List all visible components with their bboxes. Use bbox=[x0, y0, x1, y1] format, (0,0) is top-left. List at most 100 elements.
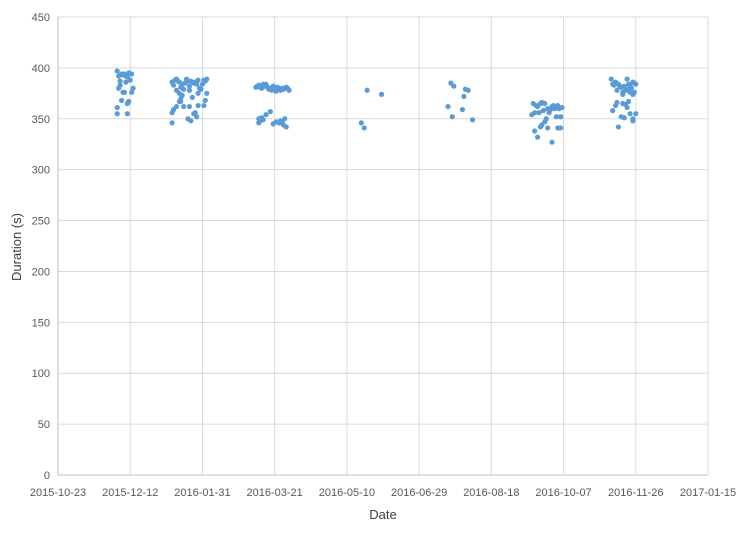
data-point bbox=[633, 81, 639, 87]
data-point bbox=[621, 115, 627, 121]
data-point bbox=[169, 110, 175, 116]
data-point bbox=[181, 103, 187, 110]
data-point bbox=[542, 119, 548, 125]
x-tick-label: 2015-10-23 bbox=[30, 487, 86, 499]
data-point bbox=[202, 97, 208, 104]
y-tick-label: 100 bbox=[32, 368, 50, 380]
data-point bbox=[118, 97, 125, 104]
x-tick-label: 2016-08-18 bbox=[463, 487, 519, 499]
data-point bbox=[195, 90, 201, 96]
data-point bbox=[449, 114, 455, 120]
data-point bbox=[189, 94, 195, 100]
data-point bbox=[204, 90, 210, 96]
y-tick-label: 350 bbox=[32, 114, 50, 126]
data-point bbox=[173, 103, 180, 110]
x-tick-label: 2016-10-07 bbox=[535, 487, 591, 499]
data-point bbox=[263, 112, 269, 118]
data-point bbox=[181, 86, 187, 92]
data-point bbox=[461, 93, 467, 99]
data-point bbox=[633, 111, 639, 117]
data-point bbox=[201, 102, 207, 109]
data-point bbox=[124, 100, 130, 107]
data-point bbox=[178, 98, 184, 105]
data-point bbox=[283, 124, 289, 130]
data-point bbox=[631, 89, 637, 95]
data-point bbox=[282, 116, 288, 122]
data-point bbox=[625, 98, 632, 105]
x-tick-label: 2016-06-29 bbox=[391, 487, 447, 499]
x-tick-label: 2016-11-26 bbox=[608, 487, 663, 499]
data-point bbox=[549, 139, 555, 145]
data-point bbox=[451, 83, 457, 89]
data-point bbox=[534, 134, 541, 140]
tick-labels: 0 50 100 150 200 250 300 350 400 450 2015-10-23 201… bbox=[30, 12, 736, 499]
data-point bbox=[621, 83, 627, 89]
data-point bbox=[624, 104, 630, 111]
data-point bbox=[540, 108, 546, 114]
x-tick-label: 2016-01-31 bbox=[174, 487, 230, 499]
data-point bbox=[179, 92, 185, 98]
data-point bbox=[116, 85, 122, 91]
data-point bbox=[558, 125, 564, 131]
data-point bbox=[545, 125, 551, 131]
data-points bbox=[114, 68, 639, 145]
data-point bbox=[195, 102, 201, 109]
data-point bbox=[612, 102, 619, 109]
gridlines bbox=[58, 16, 709, 475]
data-point bbox=[191, 111, 197, 117]
y-tick-label: 50 bbox=[38, 419, 50, 431]
data-point bbox=[608, 76, 614, 82]
data-point bbox=[186, 83, 193, 89]
data-point bbox=[130, 85, 136, 91]
data-point bbox=[117, 78, 123, 84]
y-tick-label: 450 bbox=[32, 12, 50, 24]
data-point bbox=[123, 79, 129, 85]
data-point bbox=[624, 76, 630, 82]
data-point bbox=[553, 114, 559, 120]
data-point bbox=[129, 71, 135, 77]
y-tick-label: 250 bbox=[32, 216, 50, 228]
data-point bbox=[169, 120, 175, 126]
data-point bbox=[536, 110, 542, 116]
y-tick-label: 200 bbox=[32, 266, 50, 278]
data-point bbox=[358, 120, 364, 126]
data-point bbox=[256, 120, 262, 126]
data-point bbox=[204, 76, 210, 82]
data-point bbox=[465, 87, 471, 93]
data-point bbox=[195, 77, 201, 83]
data-point bbox=[186, 103, 193, 110]
data-point bbox=[188, 118, 194, 124]
data-point bbox=[532, 110, 538, 116]
data-point bbox=[364, 87, 370, 93]
data-point bbox=[620, 91, 626, 97]
data-point bbox=[124, 111, 130, 117]
data-point bbox=[627, 111, 633, 117]
data-point bbox=[114, 68, 120, 74]
data-point bbox=[532, 128, 538, 134]
y-tick-label: 150 bbox=[32, 317, 50, 329]
data-point bbox=[542, 100, 548, 107]
data-point bbox=[378, 91, 385, 97]
x-tick-label: 2016-03-21 bbox=[247, 487, 303, 499]
x-tick-label: 2017-01-15 bbox=[680, 487, 736, 499]
data-point bbox=[615, 124, 622, 130]
data-point bbox=[469, 117, 476, 123]
data-point bbox=[114, 111, 120, 117]
y-tick-label: 300 bbox=[32, 165, 50, 177]
data-point bbox=[610, 108, 616, 114]
data-point bbox=[267, 109, 273, 115]
axes bbox=[57, 17, 708, 476]
data-point bbox=[260, 117, 266, 123]
data-point bbox=[129, 89, 135, 95]
data-point bbox=[127, 77, 133, 83]
x-tick-label: 2016-05-10 bbox=[319, 487, 375, 499]
data-point bbox=[445, 103, 451, 110]
data-point bbox=[198, 86, 204, 92]
data-point bbox=[286, 87, 292, 93]
x-tick-label: 2015-12-12 bbox=[102, 487, 158, 499]
y-axis-title: Duration (s) bbox=[9, 213, 24, 281]
data-point bbox=[170, 82, 177, 88]
data-point bbox=[559, 104, 565, 111]
